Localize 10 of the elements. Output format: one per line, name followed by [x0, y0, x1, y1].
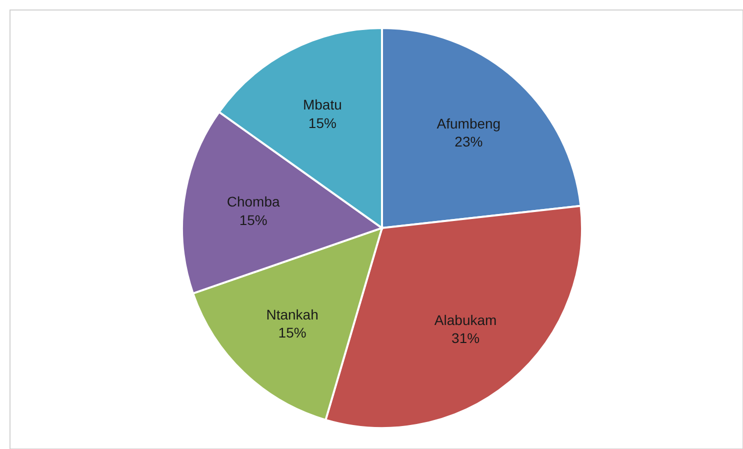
slice-label: Ntankah — [266, 306, 318, 322]
data-label: 31% — [452, 330, 480, 346]
slice-label: Afumbeng — [436, 115, 501, 132]
slice-label: Chomba — [226, 194, 280, 210]
slice-label: Mbatu — [302, 96, 342, 113]
data-label: 15% — [308, 114, 336, 131]
data-label: 23% — [454, 134, 483, 150]
data-label: 15% — [278, 324, 306, 340]
data-label: 15% — [239, 212, 268, 228]
slice-label: Alabukam — [434, 312, 497, 328]
